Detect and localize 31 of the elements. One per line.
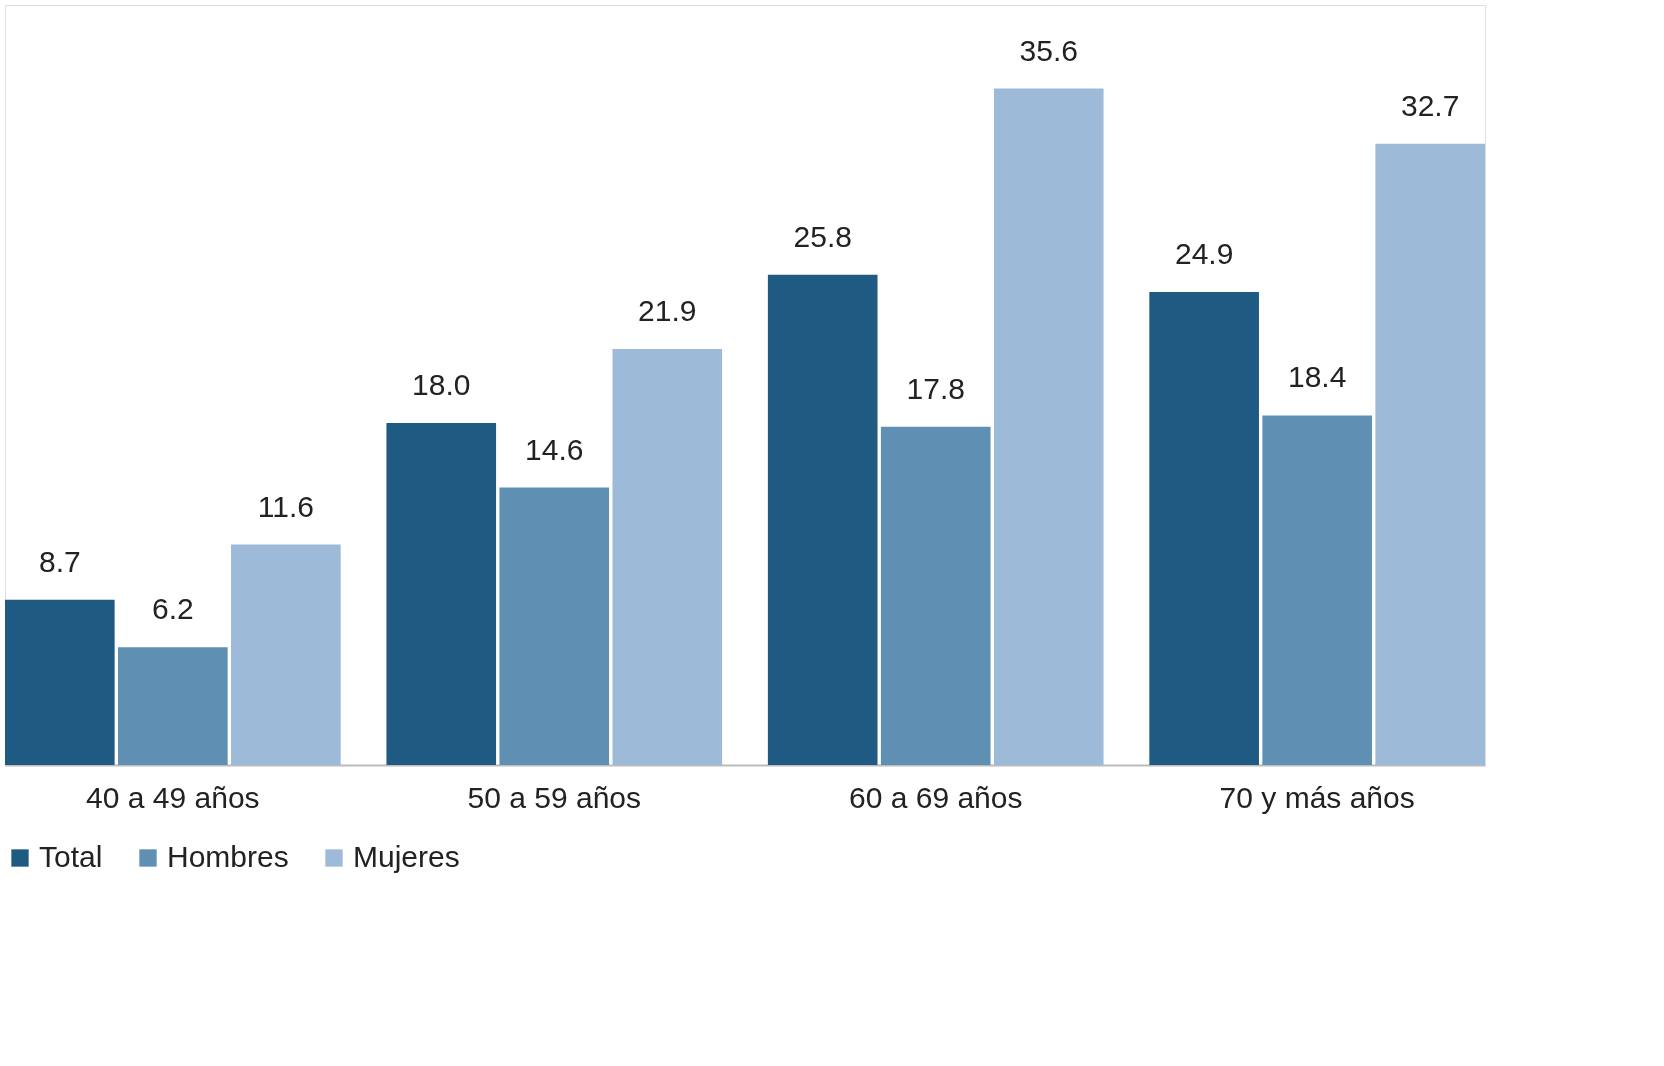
data-label: 32.7	[1400, 88, 1460, 122]
data-label: 17.8	[906, 371, 965, 405]
data-label: 11.6	[257, 489, 314, 523]
bar	[1375, 143, 1485, 765]
bar	[386, 423, 497, 765]
x-tick-label: 40 a 49 años	[86, 780, 260, 814]
data-label: 8.7	[38, 544, 81, 578]
legend-label: Mujeres	[353, 840, 460, 873]
bar	[1262, 415, 1372, 765]
data-label: 6.2	[151, 592, 194, 626]
bar	[880, 426, 991, 765]
data-label: 18.0	[412, 368, 471, 401]
bar	[767, 274, 878, 765]
x-tick-label: 60 a 69 años	[848, 780, 1023, 814]
data-label: 24.9	[1174, 236, 1234, 270]
bar	[993, 88, 1104, 765]
data-label: 25.8	[793, 219, 852, 253]
legend-label: Hombres	[167, 840, 289, 873]
x-tick-label: 50 a 59 años	[467, 780, 642, 814]
x-tick-label: 70 y más años	[1219, 780, 1415, 814]
bar	[1149, 291, 1259, 765]
data-label: 14.6	[525, 432, 584, 466]
bar	[499, 487, 610, 765]
data-label: 35.6	[1019, 33, 1078, 67]
data-label: 18.4	[1287, 360, 1347, 394]
bar	[231, 544, 341, 765]
data-label: 21.9	[638, 293, 697, 327]
bar	[5, 599, 115, 765]
bar	[118, 647, 228, 765]
legend-label: Total	[39, 840, 103, 873]
bar	[612, 348, 723, 765]
